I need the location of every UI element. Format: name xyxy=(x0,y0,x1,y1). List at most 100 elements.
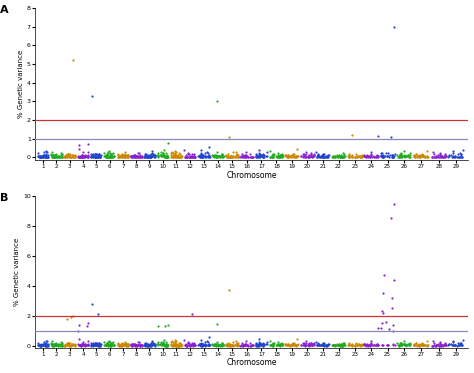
Point xyxy=(143,153,151,159)
Point xyxy=(389,341,396,347)
Point xyxy=(436,150,444,156)
Point xyxy=(94,342,101,348)
Point xyxy=(245,342,252,348)
Point xyxy=(181,154,189,160)
Point xyxy=(105,153,112,159)
Point xyxy=(56,154,64,160)
Point xyxy=(275,342,283,348)
Point xyxy=(161,343,169,349)
Point xyxy=(356,154,364,160)
Point xyxy=(173,148,180,154)
Point xyxy=(58,340,65,346)
Point xyxy=(274,341,282,347)
Point xyxy=(302,342,310,348)
Point xyxy=(239,342,246,348)
Point xyxy=(217,154,224,160)
Point xyxy=(276,152,284,158)
Point xyxy=(320,340,328,346)
Point xyxy=(63,341,71,347)
Point xyxy=(79,342,86,348)
Point xyxy=(107,341,115,347)
Point xyxy=(404,152,411,158)
Point xyxy=(278,341,286,347)
Point xyxy=(35,150,42,156)
Point xyxy=(75,146,82,152)
Point xyxy=(454,151,462,157)
Point xyxy=(170,341,177,347)
Point xyxy=(171,341,179,347)
Point xyxy=(234,154,242,160)
Point xyxy=(255,147,263,153)
Point xyxy=(225,154,232,160)
Point xyxy=(428,342,436,348)
Point xyxy=(346,342,353,348)
Point xyxy=(94,153,101,159)
Point xyxy=(268,342,275,348)
Point xyxy=(234,342,242,348)
Point xyxy=(172,342,179,348)
Point xyxy=(378,152,385,158)
Point xyxy=(189,342,196,348)
Point xyxy=(307,153,315,159)
Point xyxy=(36,154,44,160)
Point xyxy=(319,153,327,159)
Point xyxy=(151,341,158,347)
Point xyxy=(91,151,99,157)
Point xyxy=(198,341,206,347)
Point xyxy=(246,340,254,346)
Point xyxy=(338,154,346,160)
Point xyxy=(107,341,115,347)
Point xyxy=(115,154,123,160)
Point xyxy=(269,342,277,348)
Point xyxy=(108,154,115,160)
Point xyxy=(445,341,453,347)
Point xyxy=(58,154,65,160)
Point xyxy=(195,342,203,348)
Point xyxy=(210,154,218,160)
Point xyxy=(270,341,278,347)
Point xyxy=(372,342,380,348)
Point xyxy=(188,153,196,159)
Point xyxy=(218,340,226,346)
Point xyxy=(354,153,362,159)
Point xyxy=(181,342,189,348)
Point xyxy=(109,342,117,348)
Point xyxy=(40,339,47,345)
Point xyxy=(95,154,102,160)
Point xyxy=(147,153,155,159)
Point xyxy=(90,342,97,348)
Point xyxy=(114,154,121,160)
Point xyxy=(91,154,99,160)
Point xyxy=(225,154,232,160)
Point xyxy=(125,342,132,348)
Point xyxy=(141,154,149,160)
Point xyxy=(164,323,172,329)
Point xyxy=(163,153,171,159)
Point xyxy=(290,151,297,157)
Point xyxy=(403,342,410,348)
Point xyxy=(191,154,199,160)
Point xyxy=(36,342,44,348)
Point xyxy=(143,153,150,159)
Point xyxy=(282,153,289,159)
Point xyxy=(310,153,318,159)
Point xyxy=(257,152,264,158)
Point xyxy=(258,153,266,159)
Point xyxy=(61,342,68,348)
Point xyxy=(340,340,347,346)
Point xyxy=(389,305,396,311)
Point xyxy=(98,341,105,347)
Point xyxy=(395,154,402,160)
Point xyxy=(57,150,64,156)
Point xyxy=(416,154,423,160)
Point xyxy=(56,342,64,348)
Point xyxy=(208,152,216,158)
Point xyxy=(205,341,213,347)
Point xyxy=(167,154,175,160)
Point xyxy=(237,153,245,159)
Point xyxy=(77,342,84,348)
Point xyxy=(132,343,140,349)
Point xyxy=(135,153,142,159)
Point xyxy=(388,216,395,222)
Point xyxy=(255,342,262,348)
